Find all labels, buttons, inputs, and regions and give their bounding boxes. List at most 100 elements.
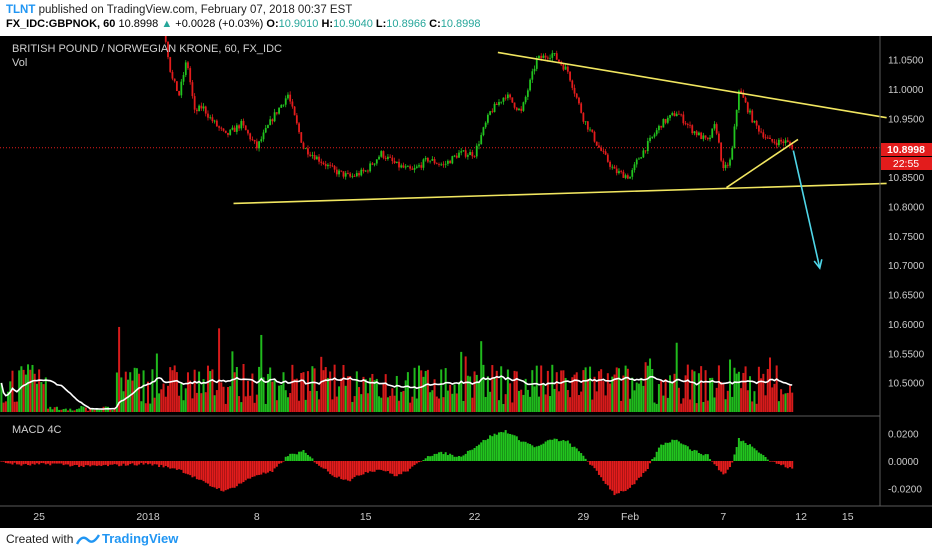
candle-body <box>753 120 756 123</box>
projection-arrow[interactable] <box>792 150 821 269</box>
candle-body <box>771 139 774 142</box>
candle-body <box>595 141 598 146</box>
volume-bar <box>458 382 460 412</box>
volume-bar <box>664 379 667 412</box>
volume-bar <box>737 371 740 412</box>
tradingview-logo-icon[interactable] <box>76 532 100 546</box>
candle-body <box>486 114 489 123</box>
volume-bar <box>393 395 396 412</box>
volume-bar <box>791 392 794 412</box>
candle-body <box>304 148 307 150</box>
candle-body <box>291 101 294 107</box>
trendline-upper-resistance[interactable] <box>497 51 887 119</box>
publish-info: TLNT published on TradingView.com, Febru… <box>6 4 352 16</box>
macd-bar <box>258 461 261 475</box>
macd-bar <box>226 461 229 490</box>
macd-bar <box>737 437 740 461</box>
macd-bar <box>695 450 698 461</box>
macd-bar <box>309 456 312 461</box>
candle-body <box>651 136 654 138</box>
macd-bar <box>533 447 536 461</box>
tradingview-brand[interactable]: TradingView <box>102 531 179 546</box>
volume-bar <box>253 402 256 412</box>
price-axis[interactable]: 11.050011.000010.950010.900010.850010.80… <box>888 56 925 390</box>
macd-bar <box>675 439 678 461</box>
volume-bar <box>202 379 205 412</box>
volume-bar <box>657 384 660 412</box>
candle-body <box>571 80 574 88</box>
macd-bar <box>138 461 141 465</box>
trendlines[interactable] <box>233 51 887 270</box>
volume-bar <box>537 396 540 412</box>
candle-body <box>420 165 423 168</box>
macd-bar <box>42 461 45 464</box>
candle-body <box>200 105 203 109</box>
candle-body <box>622 171 625 178</box>
volume-bar <box>780 389 783 412</box>
candle-body <box>553 53 556 55</box>
volume-bar <box>451 393 454 412</box>
macd-bar <box>411 461 414 467</box>
volume-bar <box>555 372 558 412</box>
candle-body <box>462 150 465 152</box>
candle-body <box>238 125 240 129</box>
chart-area[interactable]: 11.050011.000010.950010.900010.850010.80… <box>0 18 932 528</box>
volume-bar <box>109 409 112 412</box>
candle-body <box>391 157 394 162</box>
macd-bar <box>540 444 543 461</box>
macd-bar <box>244 461 247 481</box>
macd-axis[interactable]: 0.0200 0.0000 -0.0200 <box>888 430 922 496</box>
macd-bar <box>360 461 363 476</box>
trendline-lower-support[interactable] <box>233 182 887 205</box>
time-axis[interactable]: 25 2018 8 15 22 29 Feb 7 12 15 <box>33 511 853 523</box>
volume-bar <box>175 372 178 412</box>
volume-bar <box>786 392 789 412</box>
volume-bar <box>264 403 267 412</box>
author-name[interactable]: TLNT <box>6 4 36 16</box>
volume-bar <box>493 378 496 412</box>
macd-bar <box>13 461 16 463</box>
volume-bar <box>2 402 5 412</box>
macd-bar <box>500 431 503 461</box>
volume-bar <box>120 377 123 412</box>
macd-bar <box>673 440 676 461</box>
candle-body <box>351 175 354 177</box>
chart-canvas[interactable]: 11.050011.000010.950010.900010.850010.80… <box>0 18 932 528</box>
volume-bar <box>593 376 596 412</box>
volume-bar <box>20 366 23 412</box>
candle-body <box>709 137 711 140</box>
volume-bar <box>469 376 472 412</box>
volume-bar <box>320 356 323 412</box>
macd-bar <box>38 461 41 465</box>
macd-bar <box>642 461 645 474</box>
volume-bar <box>213 395 216 412</box>
macd-bar <box>206 461 209 484</box>
macd-bar <box>393 461 396 477</box>
volume-bar <box>622 375 625 412</box>
candle-body <box>411 168 414 170</box>
macd-bar <box>524 441 527 461</box>
volume-bar <box>602 381 605 412</box>
macd-bar <box>522 441 525 461</box>
candle-body <box>584 121 587 123</box>
volume-bar <box>271 381 274 412</box>
candle-body <box>720 142 723 161</box>
volume-bar <box>75 409 78 412</box>
symbol-label[interactable]: FX_IDC:GBPNOK, 60 <box>6 18 116 30</box>
macd-bar <box>255 461 258 476</box>
volume-bar <box>713 397 716 412</box>
candle-body <box>722 160 725 169</box>
trendline-rising-wedge-support[interactable] <box>726 138 799 189</box>
candle-body <box>615 168 618 174</box>
macd-bar <box>753 448 756 461</box>
macd-bar <box>404 461 407 472</box>
candle-body <box>380 151 383 157</box>
candle-body <box>222 128 225 131</box>
volume-bar <box>82 406 85 412</box>
volume-bar <box>533 386 536 412</box>
macd-bar <box>180 461 183 470</box>
candle-body <box>518 108 520 111</box>
candle-body <box>287 94 289 99</box>
macd-bar <box>242 461 245 483</box>
candle-body <box>593 131 596 142</box>
